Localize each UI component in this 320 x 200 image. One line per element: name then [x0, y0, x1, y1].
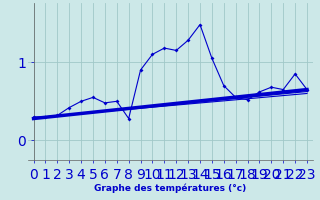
X-axis label: Graphe des températures (°c): Graphe des températures (°c) [94, 183, 246, 193]
